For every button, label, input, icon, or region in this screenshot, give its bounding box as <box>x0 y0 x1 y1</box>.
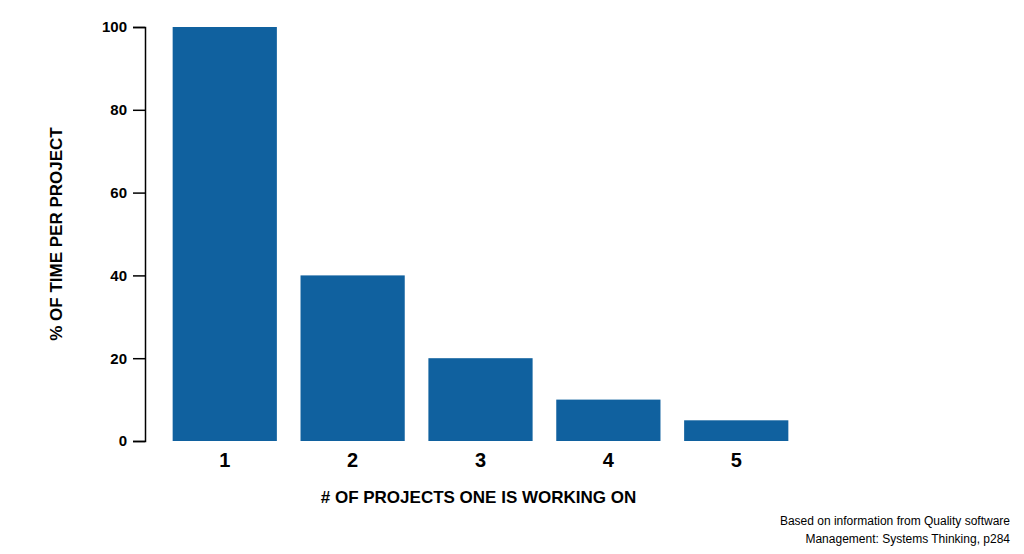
y-tick: 0 <box>119 432 145 449</box>
x-tick-label: 5 <box>731 449 742 471</box>
y-tick-mark <box>133 275 145 277</box>
x-axis-title: # OF PROJECTS ONE IS WORKING ON <box>321 488 636 507</box>
x-tick-label: 1 <box>219 449 230 471</box>
source-note: Management: Systems Thinking, p284 <box>805 532 1010 546</box>
bar <box>173 27 277 441</box>
y-tick-label: 60 <box>110 184 127 201</box>
bar <box>301 275 405 441</box>
x-tick-label: 3 <box>475 449 486 471</box>
x-tick: 5 <box>731 441 742 471</box>
bar <box>556 400 660 441</box>
y-tick-mark <box>133 192 145 194</box>
x-tick-label: 4 <box>603 449 615 471</box>
x-tick: 1 <box>219 441 230 471</box>
y-axis-line <box>133 28 146 442</box>
y-tick: 20 <box>110 350 145 367</box>
y-tick-mark <box>133 358 145 360</box>
y-tick-mark <box>133 110 145 112</box>
y-tick: 100 <box>102 18 145 35</box>
x-tick-label: 2 <box>347 449 358 471</box>
chart: 0 20 40 60 80 100 1 2 3 4 5 % OF TIME PER PROJECT # … <box>0 0 1024 554</box>
bar <box>684 420 788 441</box>
y-tick-label: 0 <box>119 432 127 449</box>
x-tick: 2 <box>347 441 358 471</box>
source-note: Based on information from Quality softwa… <box>780 514 1010 528</box>
y-tick-label: 80 <box>110 101 127 118</box>
y-tick-label: 20 <box>110 350 127 367</box>
y-tick-mark <box>133 27 145 29</box>
x-tick: 4 <box>603 441 615 471</box>
y-tick-label: 40 <box>110 267 127 284</box>
y-tick-mark <box>133 441 145 443</box>
y-tick: 60 <box>110 184 145 201</box>
y-tick: 40 <box>110 267 145 284</box>
bar <box>428 358 532 441</box>
x-tick: 3 <box>475 441 486 471</box>
x-axis: 1 2 3 4 5 <box>150 441 813 471</box>
y-axis-title: % OF TIME PER PROJECT <box>47 127 66 341</box>
bars <box>173 27 789 441</box>
y-axis: 0 20 40 60 80 100 <box>102 18 146 449</box>
y-tick-label: 100 <box>102 18 127 35</box>
x-axis-line <box>150 441 813 442</box>
y-tick: 80 <box>110 101 145 118</box>
